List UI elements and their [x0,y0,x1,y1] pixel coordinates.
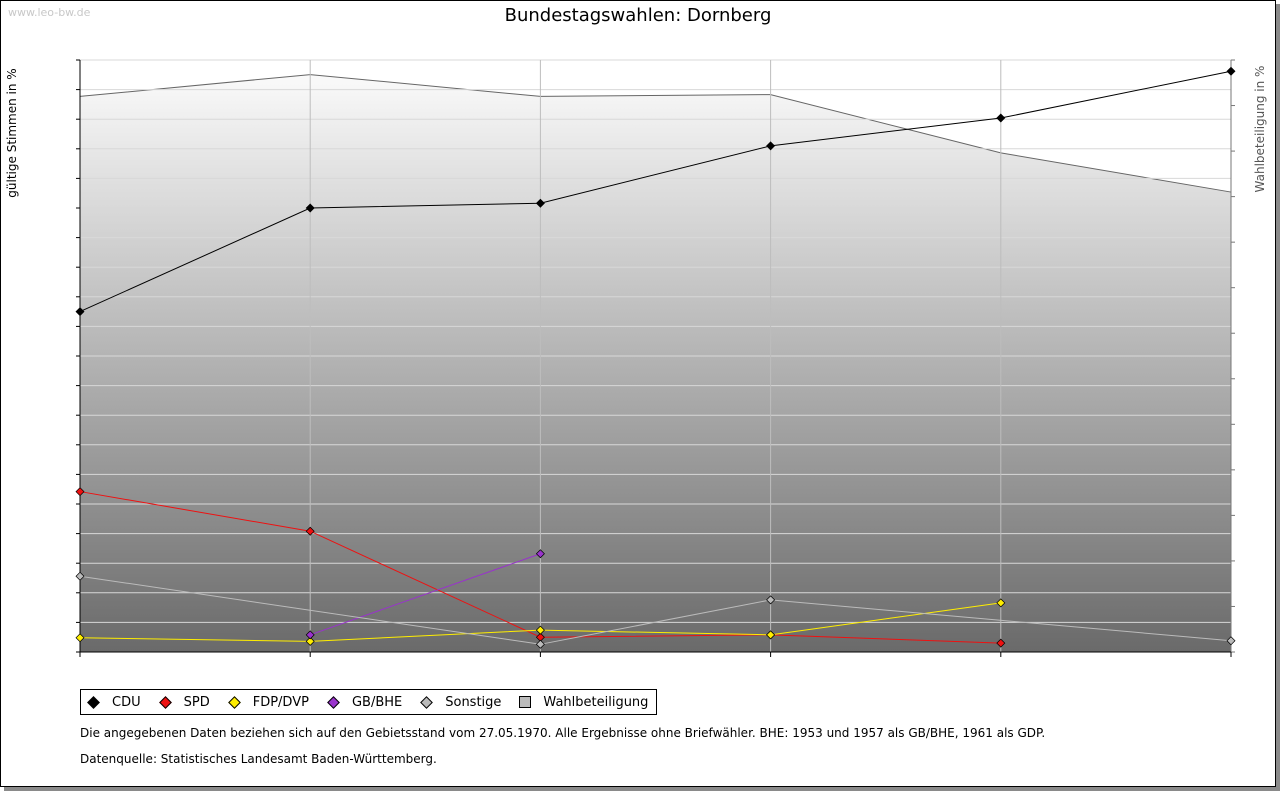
legend-label: Wahlbeteiligung [543,694,649,710]
point-sonstige [766,595,776,605]
legend-item-cdu: CDU [87,695,141,710]
legend-item-fdp-dvp: FDP/DVP [227,694,309,710]
point-sonstige [1226,636,1236,646]
watermark: www.leo-bw.de [8,6,91,19]
point-fdp-dvp [535,625,545,635]
legend-label: Sonstige [445,694,502,710]
legend-marker-icon [420,695,434,709]
point-sonstige [75,571,85,581]
legend-label: CDU [112,694,141,710]
legend-marker-icon [227,695,241,709]
legend-item-wahlbeteiligung: Wahlbeteiligung [519,695,648,710]
turnout-area [80,74,1231,652]
point-cdu [766,141,776,151]
point-fdp-dvp [75,633,85,643]
y-axis-label: gültige Stimmen in % [5,68,19,197]
legend-item-gb-bhe: GB/BHE [327,695,402,710]
point-cdu [1226,66,1236,76]
point-spd [75,487,85,497]
series-line-sonstige [79,575,1232,645]
legend-label: SPD [183,694,210,710]
legend-marker-icon [87,695,100,709]
series-line-cdu [79,70,1232,313]
legend-marker-icon [158,695,172,709]
point-spd [996,638,1006,648]
legend-marker-icon [327,695,340,709]
legend-item-spd: SPD [158,694,210,710]
data-source: Datenquelle: Statistisches Landesamt Bad… [80,752,437,766]
point-cdu [535,198,545,208]
point-gb-bhe [305,630,315,640]
series-line-gb-bhe [310,553,541,636]
point-cdu [996,113,1006,123]
legend-label: GB/BHE [351,694,403,710]
legend-square-icon [519,696,532,708]
y2-axis-label: Wahlbeteiligung in % [1253,66,1267,193]
legend-label: FDP/DVP [252,694,309,710]
legend: CDU SPD FDP/DVP GB/BHE Sonstige Wahlbete… [80,689,658,715]
legend-item-sonstige: Sonstige [420,695,501,710]
point-fdp-dvp [766,630,776,640]
footnote: Die angegebenen Daten beziehen sich auf … [80,726,1046,740]
point-cdu [305,203,315,213]
point-fdp-dvp [305,636,315,646]
turnout-line [79,74,1232,193]
point-sonstige [535,639,545,649]
point-cdu [75,307,85,317]
point-spd [305,526,315,536]
chart-title: Bundestagswahlen: Dornberg [505,5,772,26]
point-gb-bhe [535,549,545,559]
point-fdp-dvp [996,598,1006,608]
